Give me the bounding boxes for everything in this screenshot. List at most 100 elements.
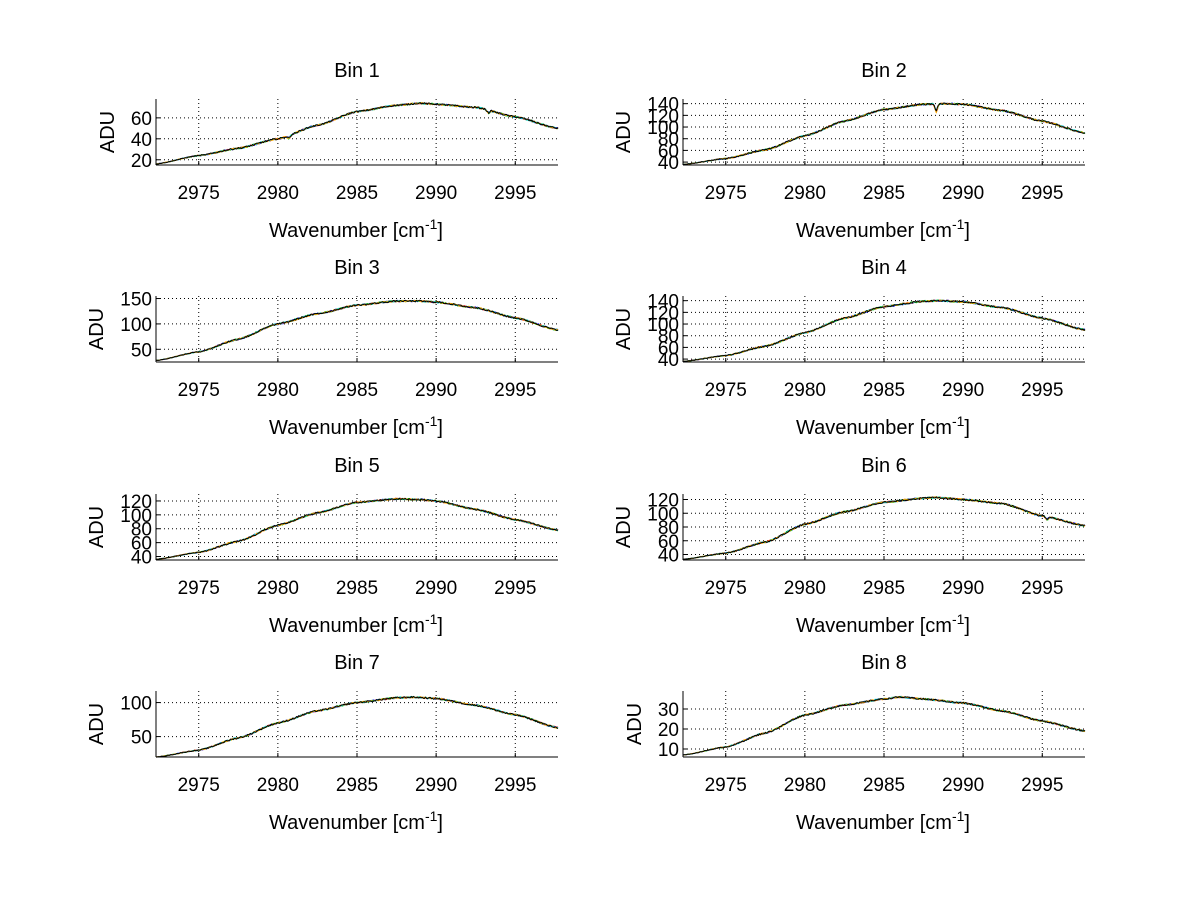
chart-title: Bin 3 (334, 257, 380, 279)
series-line (682, 496, 1086, 560)
x-tick-label: 2985 (863, 578, 905, 599)
x-axis-label: Wavenumber [cm-1] (796, 413, 970, 439)
y-tick-label: 140 (647, 292, 679, 313)
series-line (682, 696, 1086, 756)
chart-title: Bin 6 (861, 455, 907, 477)
chart-title: Bin 4 (861, 257, 907, 279)
y-tick-label: 140 (647, 95, 679, 116)
series-line (683, 695, 1086, 756)
chart-title: Bin 7 (334, 652, 380, 674)
y-tick-label: 80 (658, 518, 679, 539)
x-tick-label: 2985 (336, 775, 378, 796)
y-axis-label: ADU (613, 111, 635, 153)
series-line (682, 102, 1086, 165)
y-tick-label: 100 (120, 694, 152, 715)
y-tick-label: 100 (647, 118, 679, 139)
x-tick-label: 2995 (1021, 380, 1063, 401)
x-axis-label: Wavenumber [cm-1] (269, 216, 443, 242)
x-axis-label: Wavenumber [cm-1] (269, 413, 443, 439)
y-tick-label: 20 (658, 720, 679, 741)
x-tick-label: 2975 (178, 775, 220, 796)
series-line (682, 299, 1086, 362)
series-line (682, 696, 1086, 756)
x-tick-label: 2975 (705, 380, 747, 401)
chart-panel-2: Bin 2 2975 2980 2985 2990 2995 406080100120140… (613, 60, 1086, 242)
x-tick-label: 2995 (494, 183, 536, 204)
chart-panel-4: Bin 4 2975 2980 2985 2990 2995 406080100120140… (613, 257, 1086, 439)
y-axis-label: ADU (613, 506, 635, 548)
x-axis-label: Wavenumber [cm-1] (269, 611, 443, 637)
x-tick-label: 2980 (257, 578, 299, 599)
x-tick-label: 2985 (336, 183, 378, 204)
y-tick-label: 60 (658, 338, 679, 359)
x-tick-label: 2975 (705, 578, 747, 599)
x-tick-label: 2990 (942, 380, 984, 401)
y-tick-label: 40 (658, 153, 679, 174)
chart-panel-3: Bin 3 2975 2980 2985 2990 2995 50 100 150 Wavenum… (86, 257, 559, 439)
y-tick-label: 80 (658, 130, 679, 151)
series-line (155, 299, 559, 361)
y-tick-label: 60 (658, 141, 679, 162)
x-tick-label: 2980 (257, 183, 299, 204)
x-tick-label: 2990 (415, 183, 457, 204)
x-tick-label: 2990 (415, 380, 457, 401)
x-tick-label: 2980 (784, 578, 826, 599)
x-axis-label: Wavenumber [cm-1] (796, 611, 970, 637)
y-tick-label: 100 (120, 315, 152, 336)
y-axis-label: ADU (97, 111, 119, 153)
x-tick-label: 2985 (863, 380, 905, 401)
y-tick-label: 120 (647, 303, 679, 324)
y-axis-label: ADU (86, 506, 108, 548)
y-tick-label: 100 (120, 506, 152, 527)
series-line (682, 695, 1086, 756)
x-tick-label: 2975 (705, 775, 747, 796)
y-tick-label: 100 (647, 315, 679, 336)
y-tick-label: 40 (658, 546, 679, 567)
x-tick-label: 2980 (784, 775, 826, 796)
y-tick-label: 50 (131, 340, 152, 361)
x-tick-label: 2985 (863, 775, 905, 796)
x-tick-label: 2980 (784, 380, 826, 401)
x-axis-label: Wavenumber [cm-1] (796, 216, 970, 242)
series-line (156, 299, 559, 361)
x-tick-label: 2990 (942, 578, 984, 599)
series-line (155, 299, 559, 361)
y-tick-label: 40 (131, 130, 152, 151)
y-tick-label: 120 (120, 492, 152, 513)
y-tick-label: 60 (131, 534, 152, 555)
x-axis-label: Wavenumber [cm-1] (269, 808, 443, 834)
series-line (155, 299, 559, 361)
x-tick-label: 2975 (705, 183, 747, 204)
x-tick-label: 2995 (1021, 578, 1063, 599)
series-line (155, 696, 559, 758)
x-tick-label: 2995 (494, 775, 536, 796)
series-line (682, 696, 1086, 756)
series-line (155, 497, 559, 560)
y-tick-label: 80 (131, 520, 152, 541)
y-tick-label: 80 (658, 327, 679, 348)
series-line (155, 299, 559, 361)
y-axis-label: ADU (86, 308, 108, 350)
x-axis-label: Wavenumber [cm-1] (796, 808, 970, 834)
x-tick-label: 2995 (1021, 775, 1063, 796)
y-tick-label: 30 (658, 700, 679, 721)
series-line (155, 696, 559, 758)
y-tick-label: 150 (120, 290, 152, 311)
chart-title: Bin 8 (861, 652, 907, 674)
x-tick-label: 2980 (784, 183, 826, 204)
series-line (155, 102, 559, 165)
series-line (155, 695, 559, 758)
chart-panel-7: Bin 7 2975 2980 2985 2990 2995 50 100 Wavenumber… (86, 652, 559, 834)
y-tick-label: 40 (131, 548, 152, 569)
x-tick-label: 2980 (257, 380, 299, 401)
x-tick-label: 2975 (178, 578, 220, 599)
x-tick-label: 2990 (415, 775, 457, 796)
series-line (155, 299, 559, 362)
chart-title: Bin 1 (334, 60, 380, 82)
y-tick-label: 60 (131, 109, 152, 130)
x-tick-label: 2980 (257, 775, 299, 796)
